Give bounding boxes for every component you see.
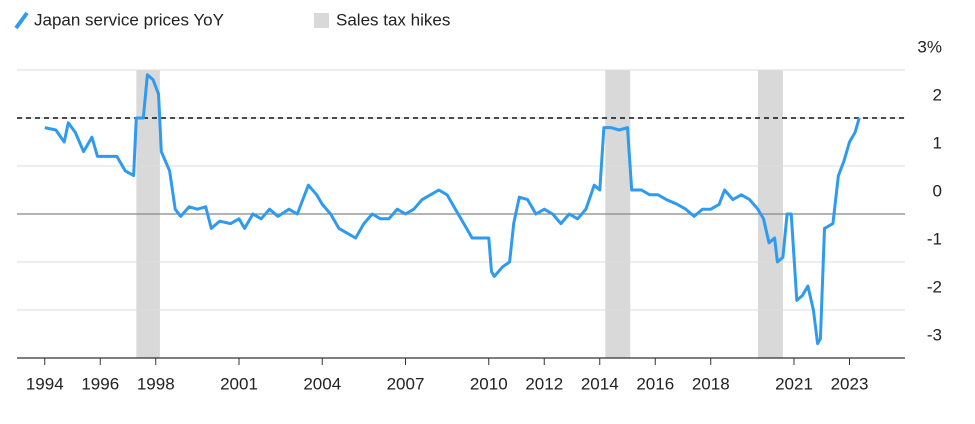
y-tick-label: -1 xyxy=(927,229,942,248)
x-tick-label: 2016 xyxy=(636,374,674,393)
y-tick-label: 1 xyxy=(933,133,942,152)
series-line xyxy=(44,73,861,346)
x-tick-label: 2023 xyxy=(831,374,869,393)
x-tick-label: 1994 xyxy=(26,374,64,393)
x-tick-label: 2007 xyxy=(387,374,425,393)
y-tick-label: 3% xyxy=(917,37,942,56)
x-tick-label: 1996 xyxy=(81,374,119,393)
legend-line-icon xyxy=(14,11,29,30)
x-tick-label: 2021 xyxy=(775,374,813,393)
x-tick-label: 2001 xyxy=(220,374,258,393)
x-tick-label: 2004 xyxy=(303,374,341,393)
x-tick-label: 1998 xyxy=(137,374,175,393)
y-tick-label: 2 xyxy=(933,85,942,104)
y-tick-label: -2 xyxy=(927,277,942,296)
x-tick-label: 2014 xyxy=(581,374,619,393)
y-tick-label: -3 xyxy=(927,325,942,344)
x-tick-label: 2018 xyxy=(692,374,730,393)
x-tick-label: 2012 xyxy=(525,374,563,393)
x-tick-label: 2010 xyxy=(470,374,508,393)
legend-shade-icon xyxy=(314,13,329,28)
legend-label: Sales tax hikes xyxy=(336,10,450,29)
legend-label: Japan service prices YoY xyxy=(34,10,224,29)
y-tick-label: 0 xyxy=(933,181,942,200)
